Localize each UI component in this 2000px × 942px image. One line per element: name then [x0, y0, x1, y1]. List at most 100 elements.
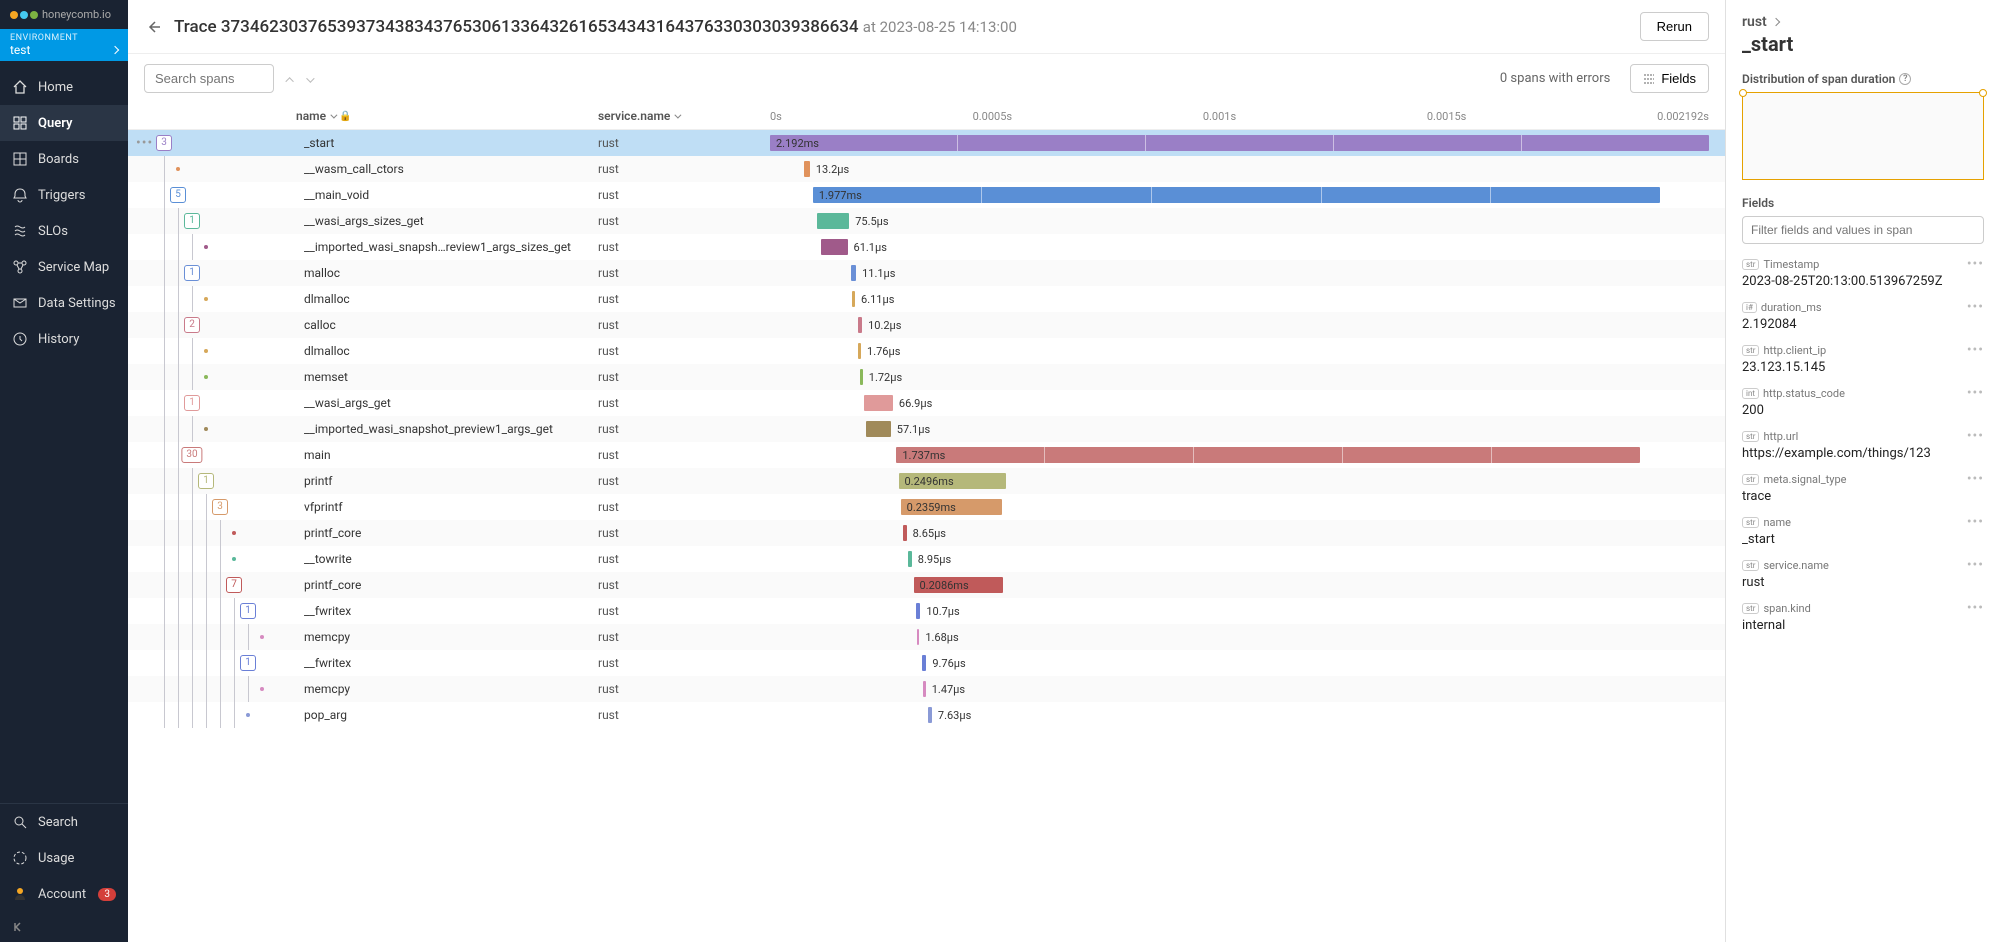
- logo[interactable]: honeycomb.io: [0, 0, 128, 29]
- child-count-badge[interactable]: 1: [198, 473, 214, 489]
- span-bar[interactable]: 61.1µs: [821, 239, 847, 255]
- span-row[interactable]: 2callocrust10.2µs: [128, 312, 1725, 338]
- span-bar[interactable]: 10.7µs: [916, 603, 921, 619]
- span-row[interactable]: memcpyrust1.68µs: [128, 624, 1725, 650]
- nav-item-datasettings[interactable]: Data Settings: [0, 285, 128, 321]
- span-row[interactable]: 1__fwritexrust10.7µs: [128, 598, 1725, 624]
- leaf-dot: [232, 557, 236, 561]
- nav-item-servicemap[interactable]: Service Map: [0, 249, 128, 285]
- span-row[interactable]: 7printf_corerust0.2086ms: [128, 572, 1725, 598]
- span-row[interactable]: dlmallocrust6.11µs: [128, 286, 1725, 312]
- nav-item-search[interactable]: Search: [0, 804, 128, 840]
- span-bar[interactable]: 9.76µs: [922, 655, 926, 671]
- span-row[interactable]: 1__wasi_args_sizes_getrust75.5µs: [128, 208, 1725, 234]
- nav-item-home[interactable]: Home: [0, 69, 128, 105]
- span-row[interactable]: __towriterust8.95µs: [128, 546, 1725, 572]
- distribution-histogram[interactable]: [1742, 92, 1984, 180]
- nav-item-account[interactable]: Account3: [0, 876, 128, 912]
- span-bar[interactable]: 8.95µs: [908, 551, 912, 567]
- field-menu-icon[interactable]: •••: [1967, 342, 1984, 358]
- span-row[interactable]: 5__main_voidrust1.977ms: [128, 182, 1725, 208]
- span-bar[interactable]: 11.1µs: [851, 265, 856, 281]
- nav-item-query[interactable]: Query: [0, 105, 128, 141]
- nav-item-triggers[interactable]: Triggers: [0, 177, 128, 213]
- environment-banner[interactable]: ENVIRONMENT test: [0, 29, 128, 61]
- child-count-badge[interactable]: 30: [181, 447, 202, 463]
- span-row[interactable]: memcpyrust1.47µs: [128, 676, 1725, 702]
- field-menu-icon[interactable]: •••: [1967, 600, 1984, 616]
- nav-item-slos[interactable]: SLOs: [0, 213, 128, 249]
- span-row[interactable]: memsetrust1.72µs: [128, 364, 1725, 390]
- span-bar[interactable]: 1.977ms: [813, 187, 1660, 203]
- span-row[interactable]: 1mallocrust11.1µs: [128, 260, 1725, 286]
- span-bar[interactable]: 66.9µs: [864, 395, 893, 411]
- next-span-button[interactable]: [300, 67, 318, 90]
- span-bar[interactable]: 1.76µs: [858, 343, 861, 359]
- span-bar[interactable]: 6.11µs: [852, 291, 855, 307]
- span-row[interactable]: __wasm_call_ctorsrust13.2µs: [128, 156, 1725, 182]
- span-row[interactable]: pop_argrust7.63µs: [128, 702, 1725, 728]
- field-item: strTimestamp•••2023-08-25T20:13:00.51396…: [1742, 256, 1984, 289]
- child-count-badge[interactable]: 3: [212, 499, 228, 515]
- child-count-badge[interactable]: 1: [240, 655, 256, 671]
- span-row[interactable]: 1__fwritexrust9.76µs: [128, 650, 1725, 676]
- span-bar[interactable]: 1.72µs: [860, 369, 863, 385]
- span-bar[interactable]: 2.192ms: [770, 135, 1709, 151]
- child-count-badge[interactable]: 1: [184, 395, 200, 411]
- child-count-badge[interactable]: 1: [240, 603, 256, 619]
- span-bar[interactable]: 13.2µs: [804, 161, 810, 177]
- span-service: rust: [598, 136, 770, 150]
- span-bar[interactable]: 7.63µs: [928, 707, 931, 723]
- span-bar[interactable]: 57.1µs: [866, 421, 890, 437]
- span-bar[interactable]: 1.737ms: [896, 447, 1640, 463]
- child-count-badge[interactable]: 5: [170, 187, 186, 203]
- span-row[interactable]: 1printfrust0.2496ms: [128, 468, 1725, 494]
- rerun-button[interactable]: Rerun: [1640, 12, 1709, 41]
- span-row[interactable]: 30mainrust1.737ms: [128, 442, 1725, 468]
- span-bar[interactable]: 8.65µs: [903, 525, 907, 541]
- timeline-tick: 0.0005s: [973, 110, 1013, 123]
- field-menu-icon[interactable]: •••: [1967, 256, 1984, 272]
- row-menu-icon[interactable]: •••: [136, 135, 153, 151]
- field-menu-icon[interactable]: •••: [1967, 385, 1984, 401]
- child-count-badge[interactable]: 1: [184, 213, 200, 229]
- fields-button[interactable]: Fields: [1630, 64, 1709, 93]
- span-row[interactable]: __imported_wasi_snapsh…review1_args_size…: [128, 234, 1725, 260]
- child-count-badge[interactable]: 7: [226, 577, 242, 593]
- column-name[interactable]: name 🔒: [296, 109, 598, 123]
- span-bar[interactable]: 75.5µs: [817, 213, 849, 229]
- nav-item-history[interactable]: History: [0, 321, 128, 357]
- detail-service[interactable]: rust: [1742, 14, 1984, 30]
- span-bar[interactable]: 0.2496ms: [899, 473, 1006, 489]
- back-button[interactable]: [144, 18, 162, 36]
- prev-span-button[interactable]: [282, 67, 300, 90]
- column-service[interactable]: service.name: [598, 109, 770, 123]
- span-bar[interactable]: 10.2µs: [858, 317, 862, 333]
- field-item: strname•••_start: [1742, 514, 1984, 547]
- span-row[interactable]: printf_corerust8.65µs: [128, 520, 1725, 546]
- field-menu-icon[interactable]: •••: [1967, 428, 1984, 444]
- span-row[interactable]: •••3_startrust2.192ms: [128, 130, 1725, 156]
- span-bar[interactable]: 1.47µs: [923, 681, 926, 697]
- collapse-sidebar-button[interactable]: [0, 912, 128, 942]
- nav-item-boards[interactable]: Boards: [0, 141, 128, 177]
- info-icon[interactable]: ?: [1899, 73, 1911, 85]
- field-menu-icon[interactable]: •••: [1967, 557, 1984, 573]
- span-bar[interactable]: 1.68µs: [917, 629, 920, 645]
- child-count-badge[interactable]: 2: [184, 317, 200, 333]
- field-menu-icon[interactable]: •••: [1967, 514, 1984, 530]
- field-menu-icon[interactable]: •••: [1967, 299, 1984, 315]
- child-count-badge[interactable]: 3: [156, 135, 172, 151]
- span-duration: 1.68µs: [919, 631, 958, 644]
- filter-fields-input[interactable]: [1742, 216, 1984, 244]
- span-row[interactable]: dlmallocrust1.76µs: [128, 338, 1725, 364]
- span-bar[interactable]: 0.2359ms: [901, 499, 1002, 515]
- span-row[interactable]: 3vfprintfrust0.2359ms: [128, 494, 1725, 520]
- span-bar[interactable]: 0.2086ms: [914, 577, 1004, 593]
- search-spans-input[interactable]: [144, 64, 274, 93]
- span-row[interactable]: 1__wasi_args_getrust66.9µs: [128, 390, 1725, 416]
- child-count-badge[interactable]: 1: [184, 265, 200, 281]
- field-menu-icon[interactable]: •••: [1967, 471, 1984, 487]
- span-row[interactable]: __imported_wasi_snapshot_preview1_args_g…: [128, 416, 1725, 442]
- nav-item-usage[interactable]: Usage: [0, 840, 128, 876]
